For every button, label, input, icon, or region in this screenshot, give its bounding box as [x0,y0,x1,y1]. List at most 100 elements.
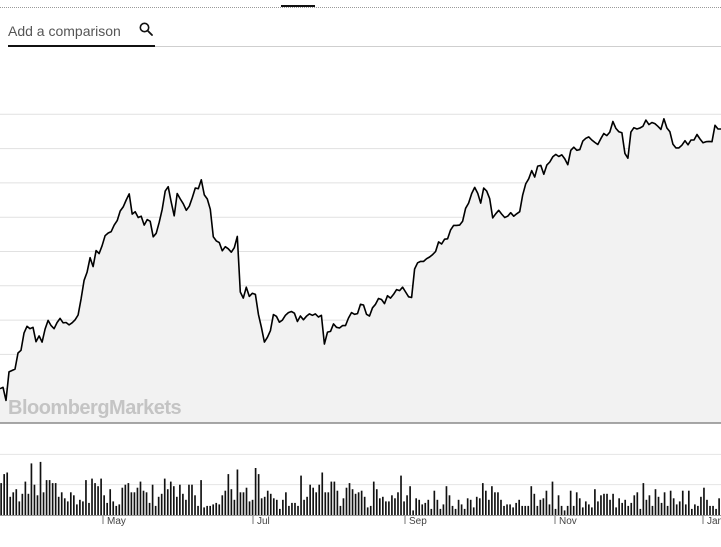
volume-bar [221,495,224,515]
volume-bar [648,495,651,515]
volume-bar [612,493,614,515]
volume-bar [212,504,215,515]
volume-bar [194,495,196,515]
volume-bar [369,505,372,515]
volume-bar [206,505,208,515]
volume-bar [575,492,578,516]
volume-bar [609,499,611,515]
volume-bar [27,493,30,515]
volume-bar [706,499,708,515]
volume-bar [300,475,302,515]
volume-bar [691,508,693,515]
volume-bar [433,490,436,515]
volume-bar [530,486,533,515]
volume-bar [439,508,442,515]
volume-bar [45,480,48,515]
volume-bar [109,489,112,515]
volume-bar [687,490,690,515]
volume-bar [66,501,69,515]
x-tick-label: Jan [707,516,721,527]
volume-bar [291,502,293,515]
volume-bar [509,504,511,515]
search-icon[interactable] [139,22,153,36]
volume-bar [372,481,375,515]
volume-bar [157,496,160,515]
volume-bar [600,495,602,515]
volume-bar [360,490,363,515]
volume-bar [424,502,427,515]
volume-bar [548,504,551,515]
volume-bar [348,483,351,515]
volume-bar [12,492,15,516]
volume-bar [169,481,172,515]
volume-bar [203,507,205,515]
volume-bar [572,505,575,515]
volume-bar [409,486,411,515]
volume-bar [651,505,654,515]
volume-bar [715,508,717,515]
volume-bar [218,504,221,515]
comparison-search-input[interactable] [8,23,134,39]
volume-bar [684,504,687,515]
volume-bar [345,487,348,515]
volume-bar [718,498,720,515]
volume-bar [521,505,524,515]
volume-bar [436,499,439,515]
x-tick-label: May [107,516,126,527]
header-rule [155,46,721,47]
active-range-indicator[interactable] [281,5,315,7]
volume-bar [36,495,39,515]
volume-bar [339,505,342,515]
volume-bar [700,496,702,515]
volume-bar [563,510,566,515]
volume-bar [469,499,472,515]
volume-bar [330,481,333,515]
volume-bar [588,504,590,515]
volume-bar [176,496,178,515]
volume-bar [624,499,627,515]
volume-bar [112,501,115,515]
volume-bar [30,463,33,515]
volume-bar [209,505,211,515]
volume-bar [388,501,390,515]
volume-bar [581,507,584,515]
comparison-search[interactable] [8,17,155,47]
volume-bar [363,496,366,515]
volume-bar [85,480,87,515]
volume-bar [512,507,514,515]
volume-bar [584,501,587,515]
volume-bar [318,484,321,515]
volume-bar [272,498,275,515]
volume-bar [257,474,260,515]
bloomberg-watermark: BloombergMarkets [8,397,182,419]
volume-bar [703,487,705,515]
volume-bar [148,502,151,515]
volume-bar [412,510,414,515]
volume-bar [327,492,330,516]
volume-bar [497,492,499,516]
volume-bar [394,498,396,515]
volume-bar [251,499,254,515]
volume-bar [182,493,184,515]
volume-bar [445,486,448,515]
price-area [0,118,721,424]
x-tick-label: Sep [409,516,427,527]
volume-bar [500,499,502,515]
volume-bar [630,502,633,515]
volume-bar [669,490,672,515]
volume-bar [542,498,545,515]
volume-bar [118,504,121,515]
volume-bar [560,505,563,515]
price-line [0,118,721,402]
volume-bar [354,493,357,515]
volume-bar [636,492,639,516]
volume-bar [115,505,118,515]
volume-bar [627,505,630,515]
volume-bar [200,480,202,515]
top-dotted-rule [0,7,721,8]
volume-bar [0,483,2,515]
volume-bar [73,495,75,515]
volume-bar [351,489,354,515]
volume-bar [21,493,24,515]
